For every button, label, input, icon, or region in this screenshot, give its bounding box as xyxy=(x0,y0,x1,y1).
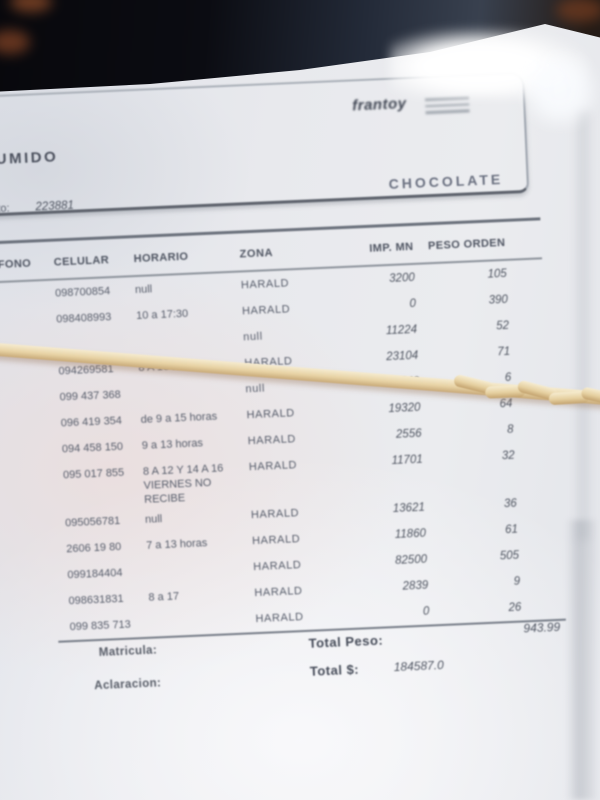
fineprint-line xyxy=(425,102,470,108)
total-amount-label: Total $: xyxy=(309,661,360,679)
col-fono: FONO xyxy=(0,257,32,272)
report-title-fragment: SUMIDO xyxy=(0,148,59,169)
col-horario: HORARIO xyxy=(133,250,189,266)
total-amount-value: 184587.0 xyxy=(393,657,445,675)
fineprint-line xyxy=(425,109,470,114)
aclaracion-label: Aclaracion: xyxy=(94,677,162,693)
col-peso-orden: PESO ORDEN xyxy=(427,236,506,253)
order-number: 223881 xyxy=(35,199,75,214)
product-name: CHOCOLATE xyxy=(388,170,504,192)
background-smudge xyxy=(556,0,600,22)
paper-edge-line xyxy=(576,110,590,540)
background-smudge xyxy=(0,30,30,54)
total-peso-label: Total Peso: xyxy=(308,632,384,651)
col-imp-mn: IMP. MN xyxy=(369,240,414,255)
order-label: parto: xyxy=(0,202,10,216)
col-zona: ZONA xyxy=(239,247,274,261)
paper-corner-glare xyxy=(520,50,600,130)
col-celular: CELULAR xyxy=(53,254,110,269)
table-body: 098700854 null HARALD 3200 105 098408993… xyxy=(0,260,550,643)
logo-fineprint-lines xyxy=(424,96,470,114)
total-peso-value: 943.99 xyxy=(523,619,561,636)
paper-edge-shadow xyxy=(566,520,596,800)
order-number-line: parto: 223881 xyxy=(0,200,74,216)
matricula-label: Matricula: xyxy=(98,644,158,660)
background-smudge xyxy=(10,0,52,12)
